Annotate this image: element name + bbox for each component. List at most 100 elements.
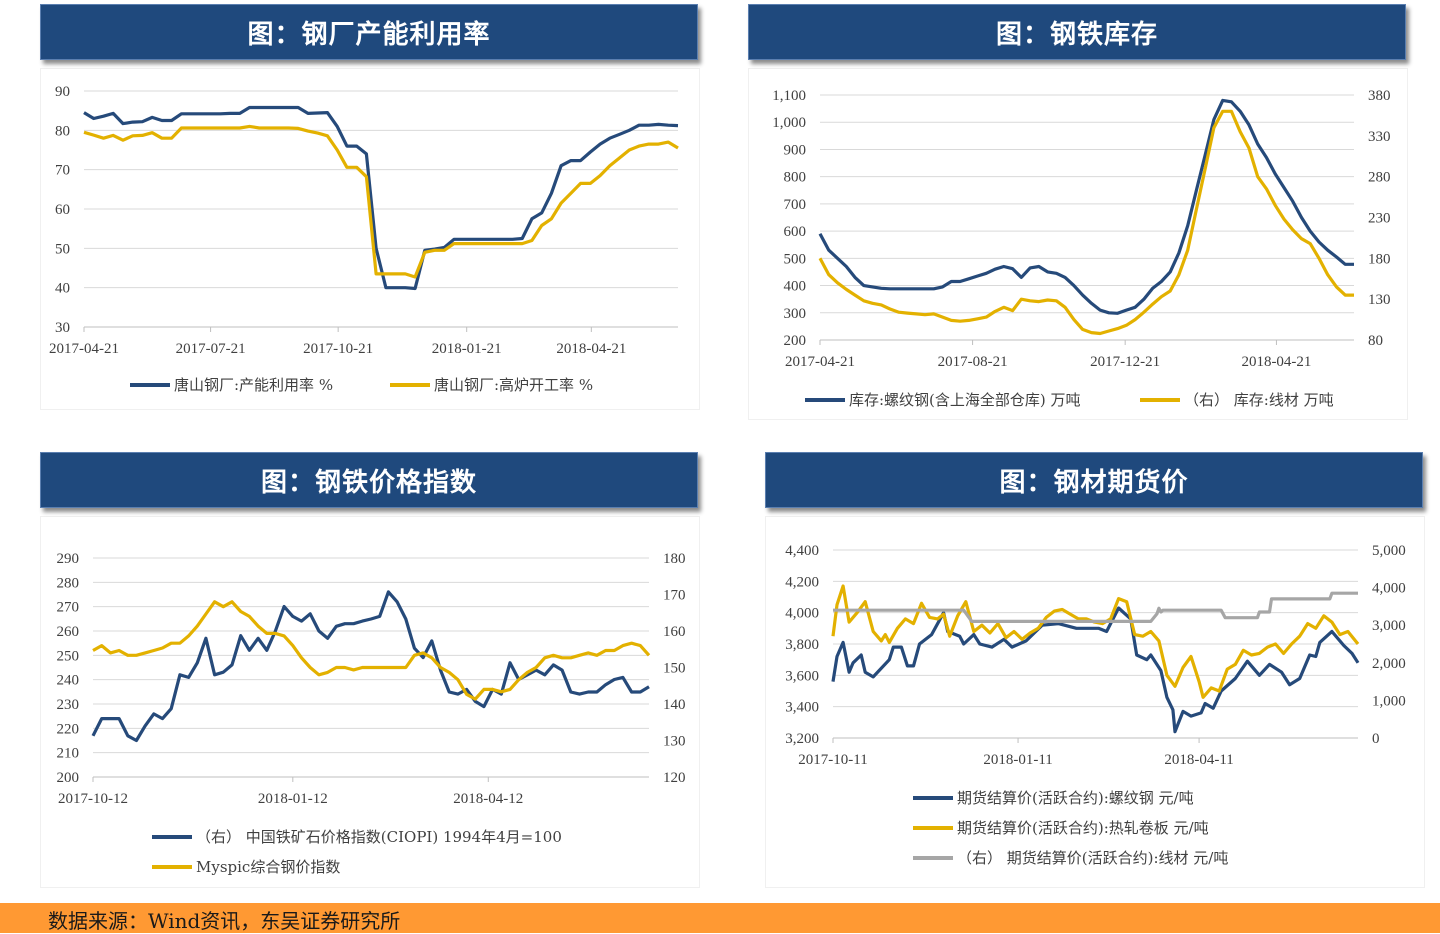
series-line-0 xyxy=(91,590,650,743)
y-tick-label-right: 120 xyxy=(663,770,686,786)
legend-item: 唐山钢厂:产能利用率 % xyxy=(130,374,333,395)
source-footer: 数据来源：Wind资讯，东吴证券研究所 xyxy=(0,903,1440,933)
legend-swatch xyxy=(152,834,192,839)
chart-panel-futures xyxy=(765,516,1425,888)
y-tick-label-right: 130 xyxy=(1368,292,1391,308)
legend-label: 期货结算价(活跃合约):螺纹钢 元/吨 xyxy=(957,789,1194,807)
y-tick-label-left: 600 xyxy=(784,224,807,240)
legend-item: 期货结算价(活跃合约):热轧卷板 元/吨 xyxy=(913,817,1209,838)
y-tick-label-left: 210 xyxy=(57,746,80,762)
y-tick-label-left: 270 xyxy=(57,600,80,616)
series-line-2 xyxy=(833,591,1358,624)
y-tick-label-left: 4,400 xyxy=(785,543,819,559)
legend-swatch xyxy=(390,382,430,387)
y-tick-label-left: 900 xyxy=(784,142,807,158)
y-tick-label-left: 3,400 xyxy=(785,700,819,716)
series-line-0 xyxy=(83,105,679,291)
chart-title-futures: 图：钢材期货价 xyxy=(765,452,1423,508)
legend-item: （右） 中国铁矿石价格指数(CIOPI) 1994年4月=100 xyxy=(152,826,562,847)
y-tick-label-right: 4,000 xyxy=(1372,581,1406,597)
legend-item: Myspic综合钢价指数 xyxy=(152,856,340,877)
chart-c4: 3,200 3,400 3,600 3,800 4,000 4,200 4,400 0 1,00… xyxy=(785,543,1406,768)
y-tick-label-left: 290 xyxy=(57,551,80,567)
legend-label: （右） 库存:线材 万吨 xyxy=(1184,391,1334,409)
legend-label: 唐山钢厂:产能利用率 % xyxy=(174,376,334,394)
legend-label: 库存:螺纹钢(含上海全部仓库) 万吨 xyxy=(849,391,1081,409)
y-tick-label-right: 80 xyxy=(1368,333,1383,349)
y-tick-label-left: 70 xyxy=(55,163,70,179)
y-tick-label-left: 300 xyxy=(784,306,807,322)
chart-title-capacity: 图：钢厂产能利用率 xyxy=(40,4,698,60)
y-tick-label-right: 180 xyxy=(663,551,686,567)
y-tick-label-right: 140 xyxy=(663,697,686,713)
legend-label: 唐山钢厂:高炉开工率 % xyxy=(434,376,594,394)
y-tick-label-right: 150 xyxy=(663,661,686,677)
chart-title-price-index: 图：钢铁价格指数 xyxy=(40,452,698,508)
series-line-1 xyxy=(818,109,1354,336)
x-tick-label: 2017-08-21 xyxy=(938,354,1008,370)
y-tick-label-left: 220 xyxy=(57,721,80,737)
legend-swatch xyxy=(913,855,953,860)
y-tick-label-left: 40 xyxy=(55,281,70,297)
chart-c2: 200 300 400 500 600 700 800 900 1,000 1,100 80 130 1… xyxy=(772,88,1390,370)
x-tick-label: 2018-01-21 xyxy=(432,341,502,357)
y-tick-label-left: 500 xyxy=(784,251,807,267)
series-line-1 xyxy=(831,584,1360,699)
legend-swatch xyxy=(130,382,170,387)
y-tick-label-left: 200 xyxy=(784,333,807,349)
y-tick-label-right: 170 xyxy=(663,588,686,604)
chart-panel-price-index xyxy=(40,516,700,888)
x-tick-label: 2018-04-12 xyxy=(453,791,523,807)
y-tick-label-right: 160 xyxy=(663,624,686,640)
legend-item: （右） 库存:线材 万吨 xyxy=(1140,389,1334,410)
y-tick-label-left: 800 xyxy=(784,170,807,186)
y-tick-label-right: 330 xyxy=(1368,129,1391,145)
x-tick-label: 2017-10-12 xyxy=(58,791,128,807)
legend-swatch xyxy=(913,795,953,800)
y-tick-label-left: 400 xyxy=(784,279,807,295)
x-tick-label: 2018-04-21 xyxy=(1241,354,1311,370)
y-tick-label-right: 1,000 xyxy=(1372,693,1406,709)
y-tick-label-left: 250 xyxy=(57,648,80,664)
x-tick-label: 2017-10-21 xyxy=(303,341,373,357)
y-tick-label-left: 700 xyxy=(784,197,807,213)
series-line-1 xyxy=(92,600,651,701)
x-tick-label: 2018-01-11 xyxy=(983,752,1052,768)
y-tick-label-left: 260 xyxy=(57,624,80,640)
y-tick-label-left: 60 xyxy=(55,202,70,218)
y-tick-label-left: 1,000 xyxy=(772,115,806,131)
y-tick-label-right: 5,000 xyxy=(1372,543,1406,559)
y-tick-label-right: 380 xyxy=(1368,88,1391,104)
y-tick-label-left: 50 xyxy=(55,241,70,257)
y-tick-label-left: 240 xyxy=(57,673,80,689)
y-tick-label-left: 200 xyxy=(57,770,80,786)
chart-c1: 30 40 50 60 70 80 90 2017-04-21 2017-07-21 2017-1… xyxy=(49,84,679,357)
y-tick-label-left: 3,600 xyxy=(785,668,819,684)
source-text: 数据来源：Wind资讯，东吴证券研究所 xyxy=(48,909,401,933)
y-tick-label-left: 230 xyxy=(57,697,80,713)
y-tick-label-right: 3,000 xyxy=(1372,618,1406,634)
x-tick-label: 2017-10-11 xyxy=(798,752,867,768)
chart-panel-inventory xyxy=(748,68,1408,420)
x-tick-label: 2017-04-21 xyxy=(785,354,855,370)
y-tick-label-right: 2,000 xyxy=(1372,656,1406,672)
y-tick-label-right: 280 xyxy=(1368,170,1391,186)
legend-item: 唐山钢厂:高炉开工率 % xyxy=(390,374,593,395)
x-tick-label: 2017-12-21 xyxy=(1090,354,1160,370)
x-tick-label: 2017-04-21 xyxy=(49,341,119,357)
x-tick-label: 2018-04-21 xyxy=(556,341,626,357)
y-tick-label-right: 0 xyxy=(1372,731,1380,747)
y-tick-label-right: 180 xyxy=(1368,251,1391,267)
x-tick-label: 2017-07-21 xyxy=(176,341,246,357)
y-tick-label-right: 130 xyxy=(663,734,686,750)
legend-swatch xyxy=(1140,397,1180,402)
y-tick-label-left: 1,100 xyxy=(772,88,806,104)
legend-swatch xyxy=(805,397,845,402)
legend-label: （右） 期货结算价(活跃合约):线材 元/吨 xyxy=(957,849,1229,867)
legend-swatch xyxy=(913,825,953,830)
y-tick-label-left: 4,000 xyxy=(785,606,819,622)
chart-c3: 200 210 220 230 240 250 260 270 280 290 120 130 140 1… xyxy=(57,551,686,807)
y-tick-label-right: 230 xyxy=(1368,211,1391,227)
y-tick-label-left: 90 xyxy=(55,84,70,100)
y-tick-label-left: 3,200 xyxy=(785,731,819,747)
